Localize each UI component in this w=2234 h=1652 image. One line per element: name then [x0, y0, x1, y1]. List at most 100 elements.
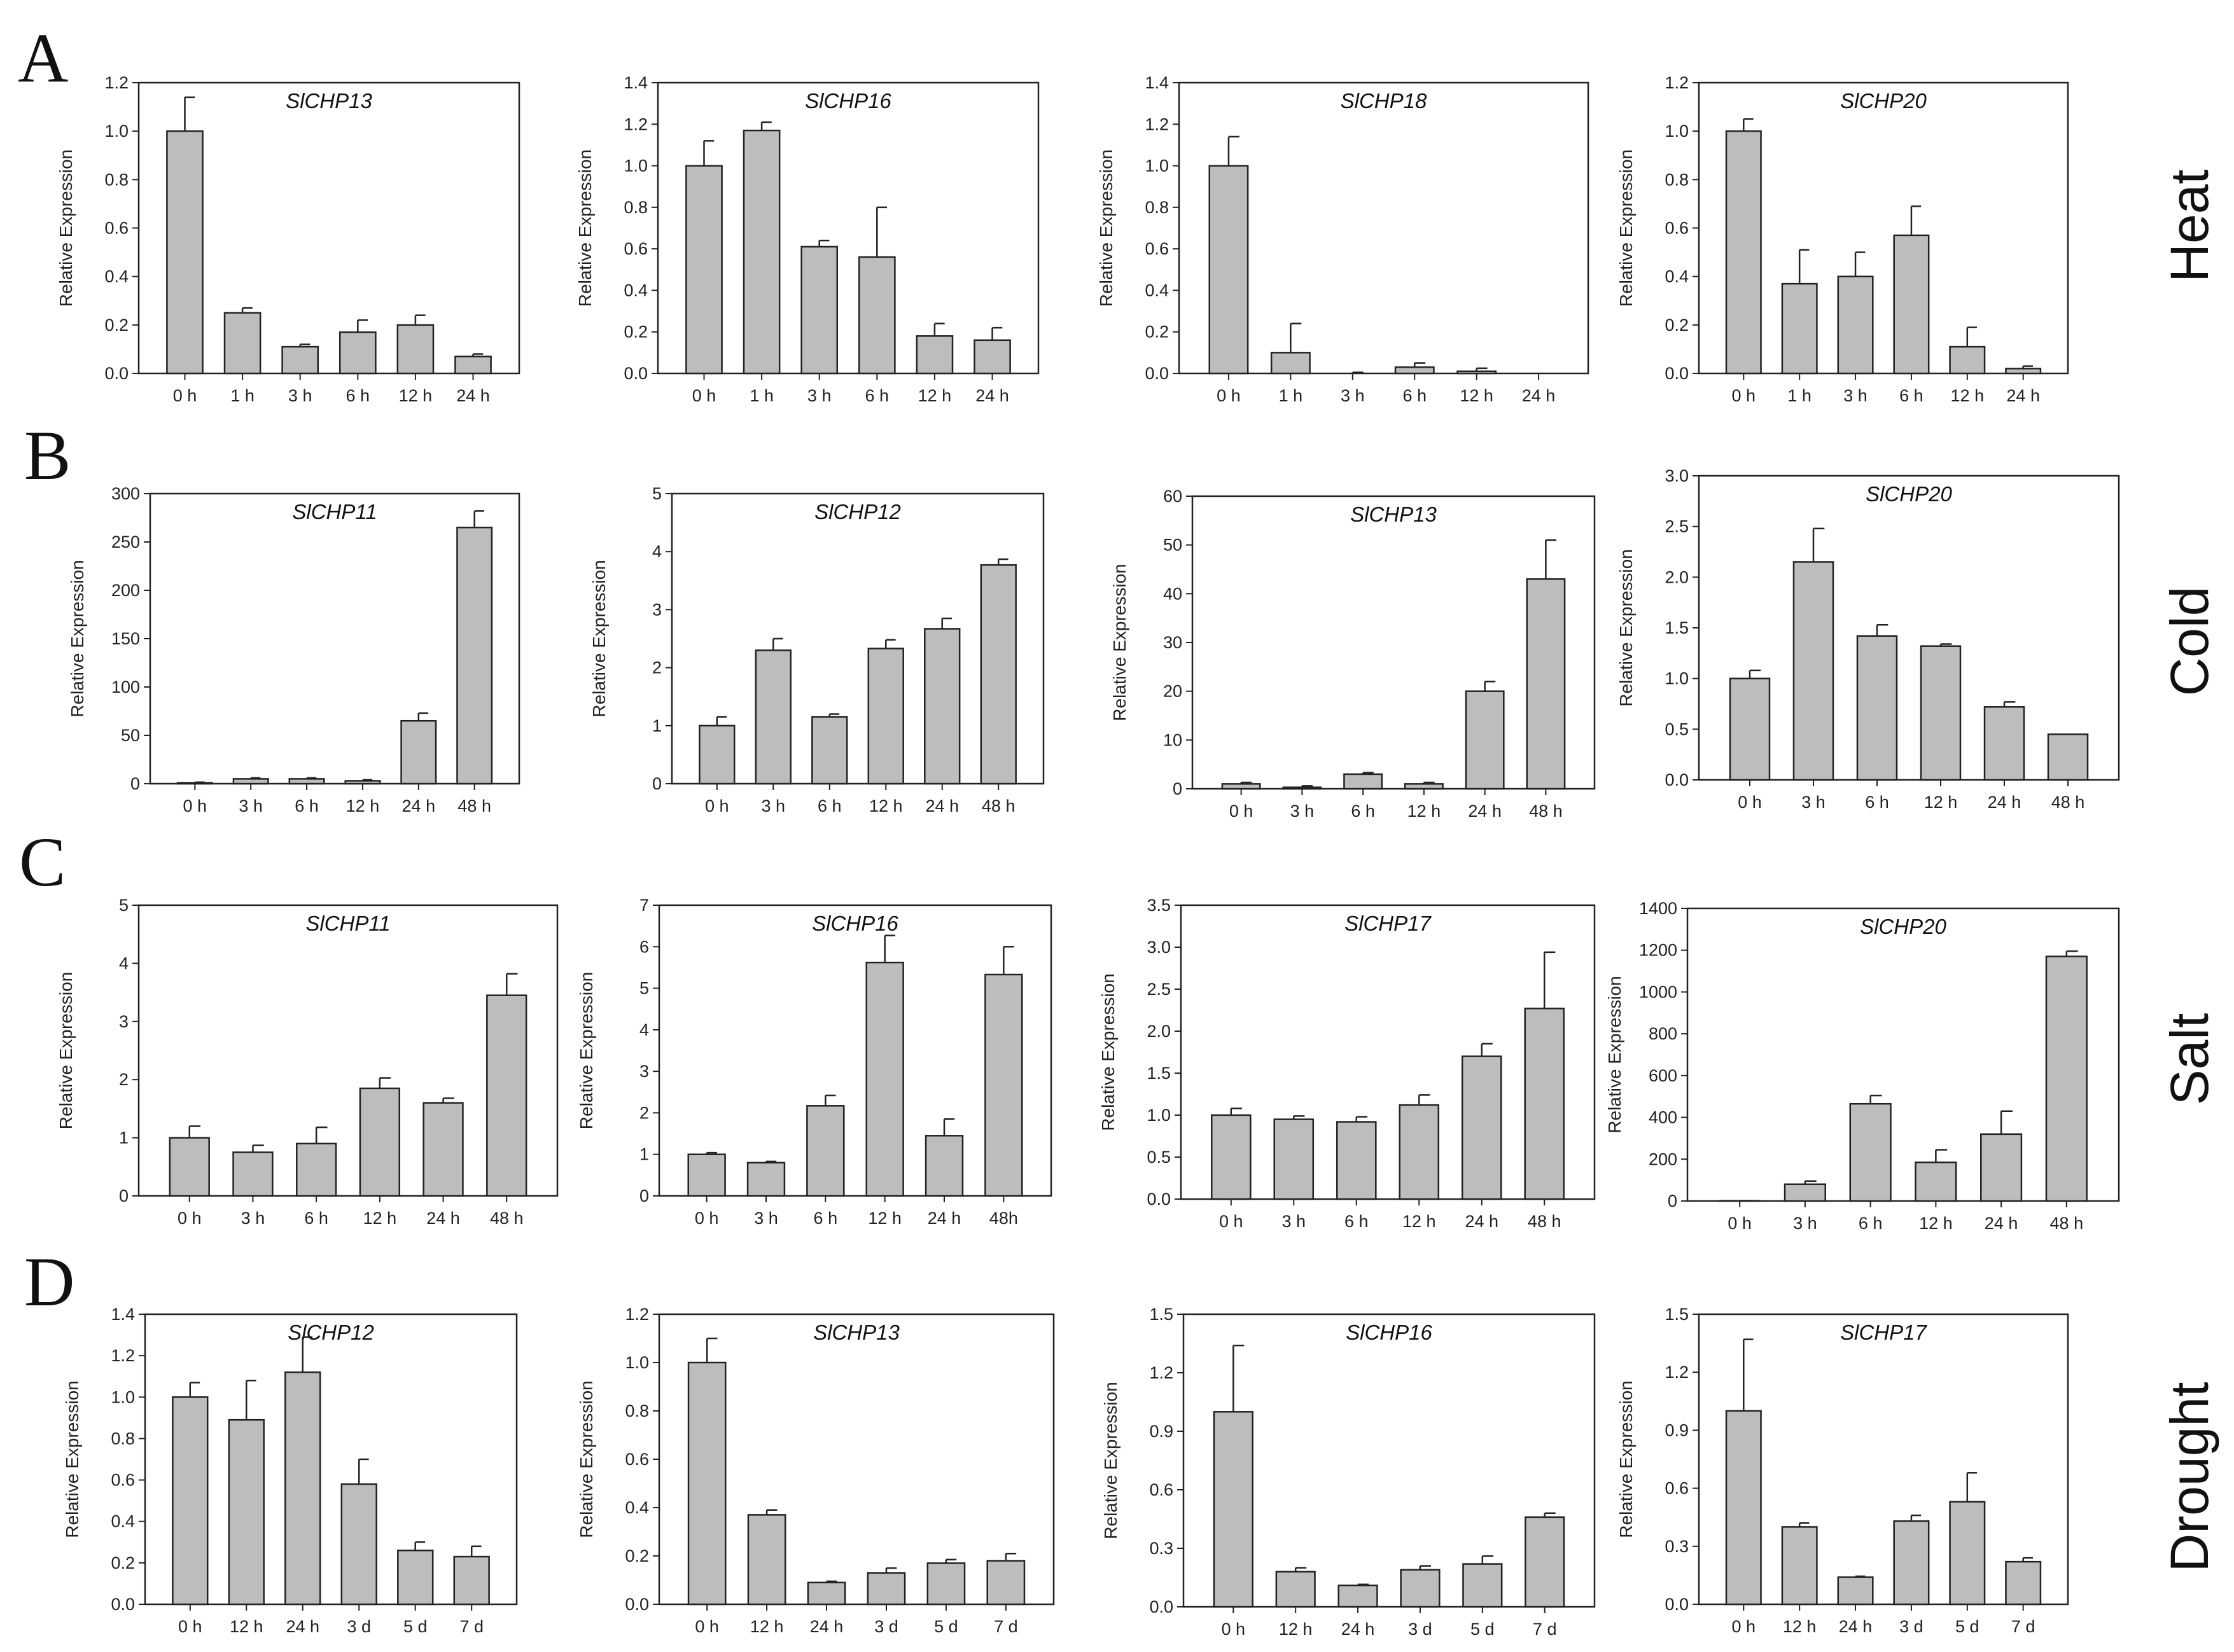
- bar: [867, 1572, 906, 1606]
- y-tick-label: 0.0: [624, 364, 648, 383]
- y-axis-label: Relative Expression: [576, 1380, 596, 1537]
- y-tick-label: 0: [1668, 1191, 1677, 1211]
- bar: [1336, 1121, 1377, 1200]
- y-tick-label: 0.0: [1149, 1597, 1173, 1616]
- x-tick-label: 0 h: [183, 796, 207, 816]
- x-tick-label: 24 h: [2006, 386, 2040, 405]
- y-tick-label: 1: [652, 716, 662, 735]
- panel-title: SlCHP11: [305, 912, 390, 935]
- chart-panel: 0 50 100 150 200 250 300 Relative Expression SlC…: [67, 484, 520, 816]
- y-tick-label: 0.4: [625, 1498, 649, 1517]
- bar: [925, 1135, 964, 1197]
- y-tick-label: 3: [652, 600, 662, 619]
- x-tick-label: 0 h: [1732, 386, 1756, 405]
- y-tick-label: 3.5: [1147, 896, 1171, 915]
- y-tick-label: 4: [652, 542, 662, 561]
- y-tick-label: 200: [111, 581, 140, 600]
- y-tick-label: 0: [119, 1186, 129, 1205]
- plot-frame: [144, 1313, 518, 1606]
- y-tick-label: 0.0: [1145, 364, 1169, 383]
- chart-panel: 0.0 0.3 0.6 0.9 1.2 1.5 Relative Expression SlC…: [1101, 1305, 1596, 1639]
- y-axis-label: Relative Expression: [1098, 973, 1118, 1130]
- y-tick-label: 0.4: [111, 1512, 135, 1531]
- bar: [1792, 561, 1834, 781]
- bar: [743, 129, 781, 375]
- bar: [1949, 1501, 1986, 1606]
- bar: [284, 1371, 321, 1606]
- x-tick-label: 0 h: [695, 1617, 719, 1636]
- bar: [232, 1151, 274, 1197]
- y-axis-label: Relative Expression: [589, 560, 609, 717]
- y-tick-label: 1.4: [1145, 73, 1169, 92]
- panel-title: SlCHP20: [1860, 915, 1946, 938]
- bar: [865, 961, 904, 1197]
- y-tick-label: 1.0: [1665, 669, 1689, 688]
- x-tick-label: 0 h: [1219, 1212, 1243, 1231]
- y-tick-label: 0.2: [1665, 316, 1689, 335]
- x-tick-label: 6 h: [304, 1209, 328, 1228]
- x-tick-label: 48 h: [1528, 1212, 1561, 1231]
- x-tick-label: 3 h: [241, 1209, 265, 1228]
- y-axis-label: Relative Expression: [56, 972, 76, 1129]
- bar: [1213, 1411, 1253, 1608]
- x-tick-label: 6 h: [1351, 802, 1375, 821]
- y-tick-label: 1.5: [1665, 618, 1689, 637]
- y-tick-label: 0.0: [1665, 770, 1689, 789]
- bar: [980, 564, 1017, 785]
- y-tick-label: 400: [1649, 1108, 1677, 1127]
- x-tick-label: 12 h: [1924, 793, 1958, 812]
- bar: [1725, 1410, 1762, 1606]
- y-tick-label: 0: [130, 774, 140, 793]
- y-tick-label: 2: [652, 658, 662, 677]
- x-tick-label: 12 h: [868, 1209, 902, 1228]
- bar: [986, 1560, 1026, 1606]
- x-tick-label: 6 h: [1899, 386, 1923, 405]
- x-tick-label: 24 h: [402, 796, 436, 816]
- chart-panel: 0.0 0.2 0.4 0.6 0.8 1.0 1.2 Relative Expression…: [1616, 73, 2069, 405]
- x-tick-label: 24 h: [1341, 1620, 1375, 1639]
- y-tick-label: 0.0: [111, 1595, 135, 1614]
- y-tick-label: 0.0: [1147, 1190, 1171, 1209]
- bar: [232, 778, 269, 785]
- chart-panel: 0.0 0.2 0.4 0.6 0.8 1.0 1.2 Relative Expression…: [576, 1305, 1055, 1636]
- bar: [807, 1581, 846, 1606]
- bar: [1400, 1569, 1441, 1608]
- y-tick-label: 0.8: [111, 1429, 135, 1448]
- y-tick-label: 1.2: [624, 115, 648, 134]
- bar: [699, 725, 736, 785]
- panel-title: SlCHP20: [1840, 89, 1927, 113]
- x-tick-label: 0 h: [1728, 1214, 1752, 1233]
- panel-title: SlCHP13: [813, 1321, 900, 1344]
- x-tick-label: 12 h: [363, 1209, 397, 1228]
- bar: [1208, 165, 1249, 375]
- y-tick-label: 0.2: [111, 1553, 135, 1572]
- plot-frame: [1178, 81, 1589, 375]
- y-tick-label: 0.0: [1665, 364, 1689, 383]
- x-tick-label: 12 h: [230, 1617, 263, 1636]
- x-tick-label: 12 h: [399, 386, 433, 405]
- bar: [359, 1087, 401, 1197]
- y-tick-label: 1.5: [1147, 1064, 1171, 1083]
- chart-panel: 0.0 0.2 0.4 0.6 0.8 1.0 1.2 Relative Expression…: [56, 73, 520, 405]
- bar: [1915, 1161, 1957, 1202]
- chart-panel: 0.0 0.5 1.0 1.5 2.0 2.5 3.0 Relative Expression…: [1616, 466, 2120, 812]
- bar: [858, 256, 896, 375]
- y-tick-label: 0.6: [1149, 1480, 1173, 1499]
- y-tick-label: 3.0: [1147, 938, 1171, 957]
- x-tick-label: 48h: [989, 1209, 1018, 1228]
- bar: [1404, 783, 1444, 790]
- x-tick-label: 3 d: [874, 1617, 898, 1636]
- y-tick-label: 1.2: [625, 1305, 649, 1324]
- x-tick-label: 3 h: [288, 386, 312, 405]
- panel-title: SlCHP11: [292, 500, 377, 524]
- bar: [1221, 783, 1261, 790]
- bar: [1920, 645, 1962, 781]
- x-tick-label: 3 h: [807, 386, 832, 405]
- y-tick-label: 6: [639, 937, 649, 956]
- x-tick-label: 0 h: [1229, 802, 1253, 821]
- panel-title: SlCHP12: [288, 1321, 374, 1344]
- bar: [974, 339, 1011, 375]
- x-tick-label: 12 h: [750, 1617, 784, 1636]
- bar: [400, 719, 437, 785]
